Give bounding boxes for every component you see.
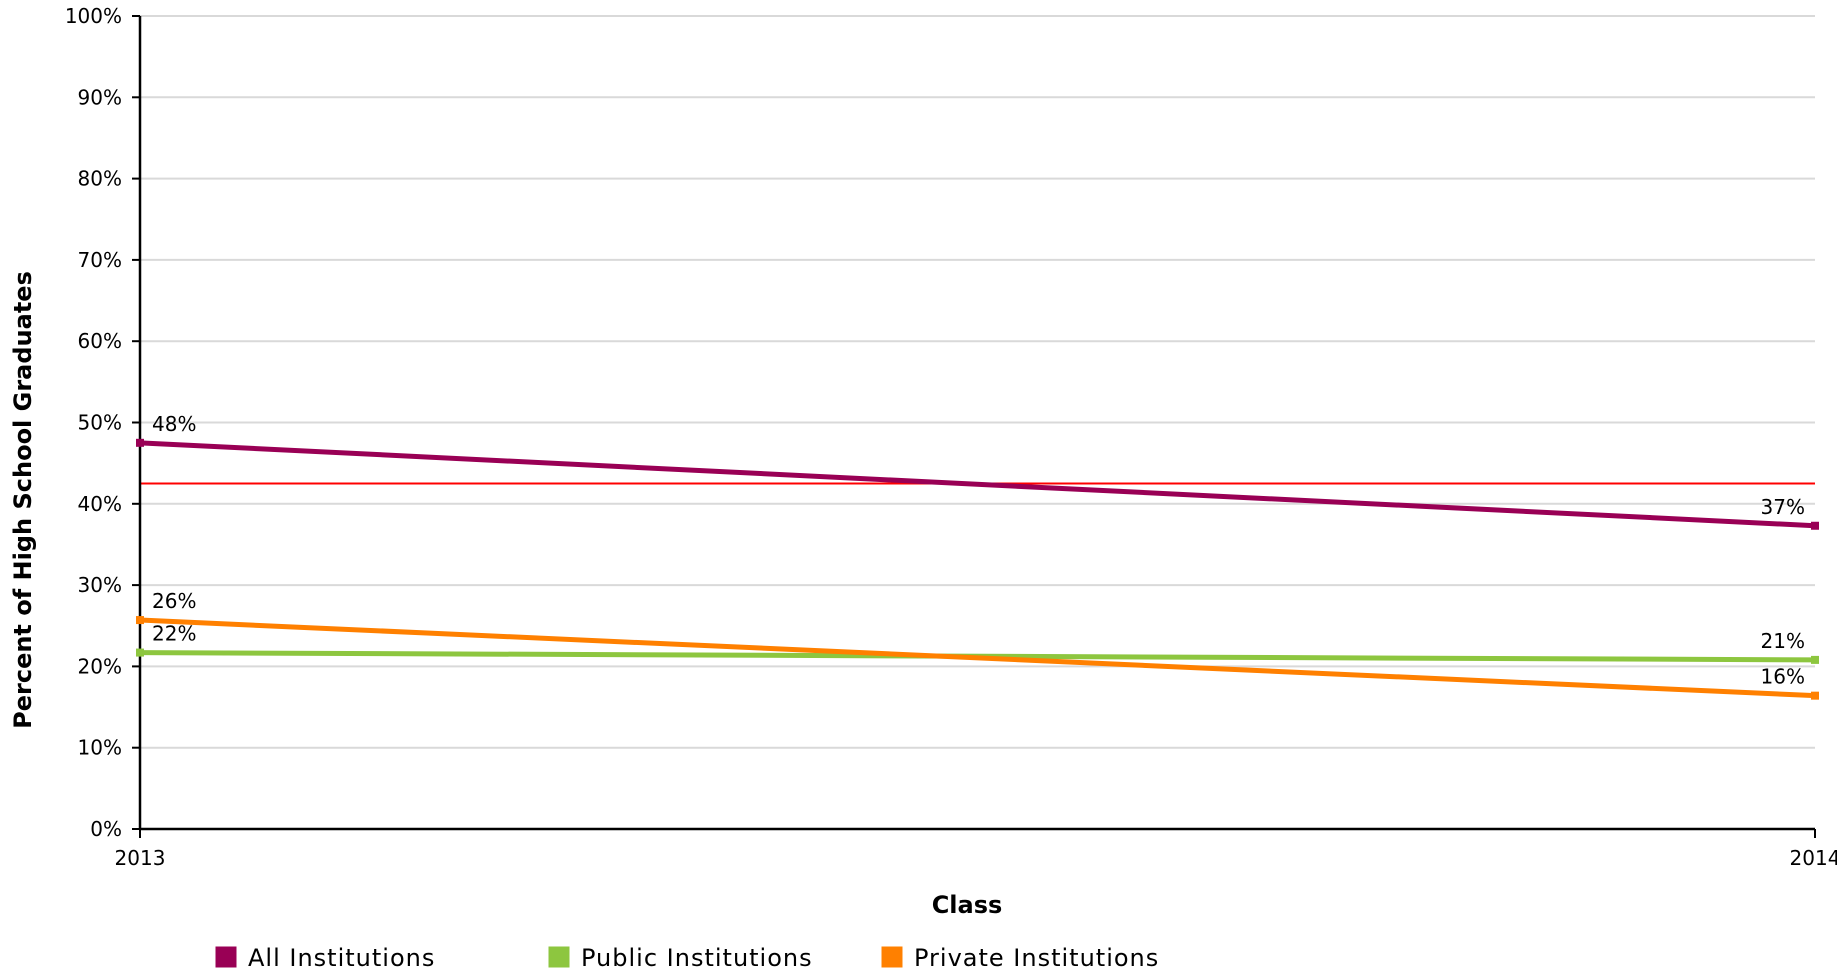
data-labels: 48% 37% 22% 21% 26% 16% xyxy=(152,412,1805,689)
data-point xyxy=(136,648,144,657)
y-tick-label: 100% xyxy=(65,4,122,28)
y-tick-label: 40% xyxy=(78,492,122,516)
series-line xyxy=(139,440,1816,529)
series-lines xyxy=(136,438,1819,700)
data-point xyxy=(136,438,144,447)
y-tick-label: 50% xyxy=(78,411,122,435)
data-label: 48% xyxy=(152,412,196,436)
y-tick-label: 0% xyxy=(90,817,122,841)
y-tick-label: 80% xyxy=(78,167,122,191)
y-tick-label: 10% xyxy=(78,736,122,760)
data-point xyxy=(1811,655,1819,664)
data-label: 37% xyxy=(1761,495,1805,519)
legend-label: Private Institutions xyxy=(914,944,1159,970)
legend-label: Public Institutions xyxy=(581,944,813,970)
y-tick-label: 90% xyxy=(78,85,122,109)
legend-label: All Institutions xyxy=(248,944,435,970)
data-label: 16% xyxy=(1761,665,1805,689)
legend-swatch xyxy=(215,946,237,968)
axes: 0% 10% 20% 30% 40% 50% 60% 70% 80% 90% 100% 2013 201… xyxy=(65,4,1837,870)
y-tick-label: 30% xyxy=(78,573,122,597)
data-label: 21% xyxy=(1761,629,1805,653)
x-axis-title: Class xyxy=(932,891,1003,919)
gridlines xyxy=(140,15,1815,749)
legend-swatch xyxy=(881,946,903,968)
y-tick-label: 60% xyxy=(78,329,122,353)
legend-swatch xyxy=(548,946,570,968)
x-tick-label: 2013 xyxy=(115,846,166,870)
data-label: 26% xyxy=(152,589,196,613)
data-point xyxy=(1811,521,1819,530)
data-point xyxy=(1811,691,1819,700)
legend: All Institutions Public Institutions Priva… xyxy=(215,944,1159,970)
y-tick-label: 70% xyxy=(78,248,122,272)
series-line xyxy=(139,617,1816,699)
y-tick-label: 20% xyxy=(78,654,122,678)
data-label: 22% xyxy=(152,622,196,646)
x-tick-label: 2014 xyxy=(1790,846,1837,870)
y-axis-title: Percent of High School Graduates xyxy=(9,271,37,729)
data-point xyxy=(136,616,144,625)
